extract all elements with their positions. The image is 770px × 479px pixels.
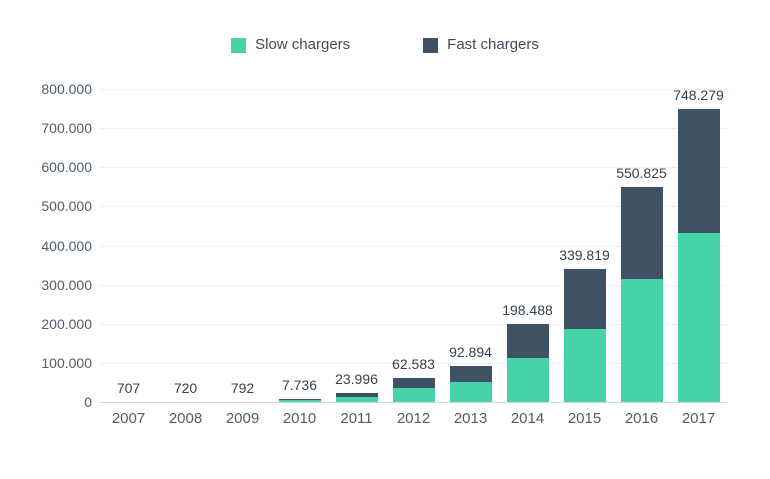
x-tick-label-2017: 2017 [681, 410, 716, 427]
gridline [100, 362, 727, 364]
bar-2017-slow-segment [677, 233, 720, 402]
legend-item-fast-chargers[interactable]: Fast chargers [423, 37, 539, 53]
bar-2010-slow-segment [278, 400, 321, 402]
bar-2010 [278, 398, 321, 402]
y-tick-label: 300.000 [41, 276, 92, 293]
bar-2011 [335, 392, 378, 402]
legend-item-slow-chargers[interactable]: Slow chargers [231, 37, 350, 53]
gridline [100, 245, 727, 247]
bar-2013-slow-segment [449, 382, 492, 402]
bar-value-label-2011: 23.996 [335, 370, 378, 387]
bar-2014-fast-segment [506, 324, 549, 358]
bar-2010-fast-segment [278, 398, 321, 401]
x-axis-line [100, 402, 727, 403]
bar-2011-fast-segment [335, 392, 378, 397]
bar-value-label-2012: 62.583 [392, 355, 435, 372]
x-tick-label-2011: 2011 [340, 410, 373, 427]
x-tick-label-2014: 2014 [510, 410, 545, 427]
bar-2017-fast-segment [677, 109, 720, 234]
fast-chargers-swatch-icon [423, 37, 439, 53]
x-tick-label-2008: 2008 [168, 410, 203, 427]
bar-value-label-2015: 339.819 [559, 247, 610, 264]
x-tick-label-2010: 2010 [282, 410, 317, 427]
x-tick-label-2013: 2013 [453, 410, 488, 427]
y-tick-label: 700.000 [41, 120, 92, 137]
bar-2013 [449, 365, 492, 402]
legend-label-slow-chargers: Slow chargers [255, 36, 351, 53]
bar-2014 [506, 324, 549, 402]
y-tick-label: 400.000 [41, 237, 92, 254]
bar-2013-fast-segment [449, 365, 492, 383]
gridline [100, 128, 727, 130]
gridline [100, 206, 727, 208]
bar-2012-slow-segment [392, 388, 435, 402]
gridline [100, 167, 727, 169]
bar-2015 [563, 269, 606, 402]
x-tick-label-2007: 2007 [111, 410, 146, 427]
y-tick-label: 600.000 [41, 159, 92, 176]
bar-2012 [392, 377, 435, 402]
slow-chargers-swatch-icon [231, 37, 247, 53]
bar-value-label-2013: 92.894 [449, 343, 492, 360]
bar-2014-slow-segment [506, 357, 549, 402]
x-tick-label-2015: 2015 [567, 410, 602, 427]
gridline [100, 89, 727, 90]
y-tick-label: 0 [84, 394, 92, 410]
bar-value-label-2007: 707 [116, 379, 141, 396]
legend-label-fast-chargers: Fast chargers [447, 36, 539, 53]
bar-value-label-2014: 198.488 [502, 302, 553, 319]
bar-value-label-2017: 748.279 [673, 87, 724, 104]
x-tick-label-2012: 2012 [396, 410, 431, 427]
bar-2017 [677, 109, 720, 402]
bar-value-label-2009: 792 [230, 379, 255, 396]
x-tick-label-2016: 2016 [624, 410, 659, 427]
bar-2016-slow-segment [620, 278, 663, 402]
bar-value-label-2008: 720 [173, 379, 198, 396]
y-tick-label: 500.000 [41, 198, 92, 215]
plot-area: 707 720 792 7.736 23.996 62.583 92.894 198.488 3… [100, 87, 727, 403]
legend: Slow chargers Fast chargers [0, 37, 770, 53]
bar-value-label-2010: 7.736 [281, 376, 318, 393]
y-tick-label: 200.000 [41, 315, 92, 332]
bar-2016-fast-segment [620, 186, 663, 279]
bar-2015-fast-segment [563, 269, 606, 330]
x-tick-label-2009: 2009 [225, 410, 260, 427]
bar-2016 [620, 186, 663, 402]
gridline [100, 323, 727, 325]
gridline [100, 284, 727, 286]
y-tick-label: 100.000 [41, 354, 92, 371]
bar-2012-fast-segment [392, 377, 435, 389]
bar-2015-slow-segment [563, 329, 606, 402]
bar-value-label-2016: 550.825 [616, 164, 667, 181]
bar-2011-slow-segment [335, 396, 378, 402]
y-tick-label: 800.000 [41, 81, 92, 97]
